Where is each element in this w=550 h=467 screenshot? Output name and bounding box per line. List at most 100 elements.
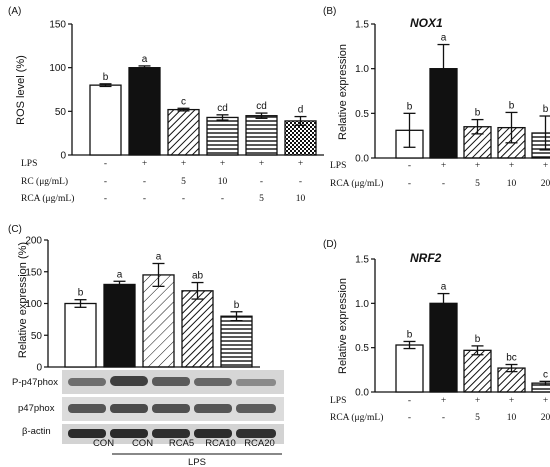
category-label: CON [132,438,153,449]
significance-letter: cd [217,103,228,114]
treatment-value: + [509,161,514,171]
y-tick-label: 0.5 [355,109,369,120]
bar [220,315,253,368]
bar [142,274,175,368]
treatment-value: - [104,159,107,169]
bar [429,302,458,393]
chart-panel-a: 0 50 100 150 ROS level (%) b a c cd cd d LPS - + + + + + R… [15,20,324,204]
y-tick-label: 150 [49,20,66,31]
significance-letter: cd [256,101,267,112]
y-tick-label: 1.0 [355,64,369,75]
treatment-value: - [408,396,411,406]
bar [206,116,239,156]
y-axis-label: Relative expression [337,278,349,374]
significance-letter: a [117,269,123,280]
bar [463,349,492,393]
western-blot-image [62,370,284,444]
significance-letter: c [543,369,548,380]
significance-letter: b [103,72,109,83]
treatment-row-label: LPS [21,159,37,169]
y-axis-label: Relative expression [337,44,349,140]
category-label: RCA10 [205,438,236,449]
treatment-value: - [104,177,107,187]
treatment-value: 5 [475,413,480,423]
treatment-value: + [220,159,225,169]
significance-letter: b [475,334,481,345]
treatment-value: - [182,194,185,204]
treatment-value: + [475,161,480,171]
category-label: CON [93,438,114,449]
treatment-value: + [509,396,514,406]
significance-letter: b [234,300,240,311]
bar [284,120,317,156]
significance-letter: b [407,101,413,112]
y-axis-label: Relative expression (%) [17,242,29,358]
treatment-value: + [441,396,446,406]
y-tick-label: 0.5 [355,343,369,354]
treatment-value: - [260,177,263,187]
treatment-value: - [408,179,411,189]
panel-label-c: (C) [8,224,22,235]
treatment-value: 5 [259,194,264,204]
treatment-value: - [143,194,146,204]
treatment-row-label: RC (μg/mL) [21,176,68,187]
bar [89,84,122,156]
treatment-value: 20 [541,413,550,423]
treatment-value: - [104,194,107,204]
treatment-value: - [442,413,445,423]
y-tick-label: 1.5 [355,255,369,266]
treatment-value: 10 [507,179,517,189]
bar [245,115,278,156]
significance-letter: a [441,282,447,293]
treatment-value: + [543,161,548,171]
y-tick-label: 100 [25,299,42,310]
bar [181,290,214,368]
treatment-row-label: RCA (μg/mL) [330,178,383,189]
treatment-value: + [441,161,446,171]
treatment-value: + [298,159,303,169]
chart-panel-b: 0.0 0.5 1.0 1.5 Relative expression b a b b b LPS -… [330,20,550,189]
category-label: RCA5 [169,438,194,449]
lps-group-label: LPS [188,457,206,467]
treatment-value: - [408,413,411,423]
y-tick-label: 1.5 [355,20,369,31]
bar [64,302,97,368]
significance-letter: b [78,288,84,299]
significance-letter: d [298,105,304,116]
treatment-value: - [221,194,224,204]
treatment-value: + [475,396,480,406]
significance-letter: ab [192,271,204,282]
y-tick-label: 200 [25,236,42,247]
chart-panel-d: 0.0 0.5 1.0 1.5 Relative expression b a b bc c LPS… [330,255,550,423]
significance-letter: b [509,100,515,111]
treatment-value: - [408,161,411,171]
significance-letter: b [543,104,549,115]
bar [128,67,161,156]
y-tick-label: 50 [55,107,67,118]
treatment-row-label: LPS [330,161,346,171]
y-tick-label: 0 [36,363,42,374]
treatment-value: 5 [181,177,186,187]
panel-label-a: (A) [8,6,21,17]
treatment-value: + [181,159,186,169]
y-axis-label: ROS level (%) [15,55,27,125]
significance-letter: bc [506,353,517,364]
treatment-value: + [259,159,264,169]
y-tick-label: 150 [25,267,42,278]
y-tick-label: 0.0 [355,154,369,165]
y-tick-label: 50 [31,331,43,342]
panel-label-b: (B) [323,6,336,17]
bar [395,344,424,393]
treatment-value: 20 [541,179,550,189]
blot-label-beta-actin: β-actin [22,426,51,437]
y-tick-label: 100 [49,63,66,74]
y-tick-label: 0.0 [355,388,369,399]
chart-title-nox1: NOX1 [410,16,443,30]
significance-letter: c [181,96,186,107]
treatment-value: - [143,177,146,187]
significance-letter: b [407,329,413,340]
panel-label-d: (D) [323,239,337,250]
significance-letter: a [156,251,162,262]
blot-label-p-p47phox: P-p47phox [12,377,58,388]
